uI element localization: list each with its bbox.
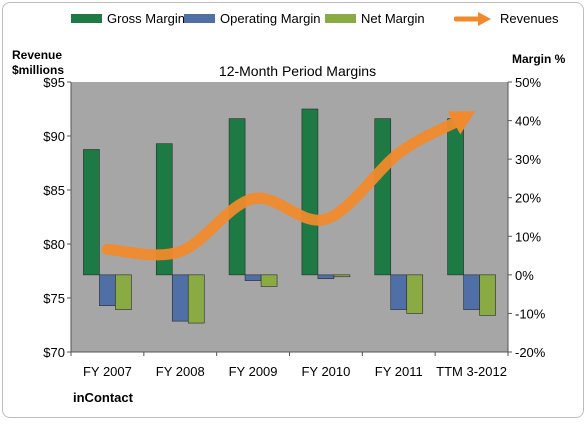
x-tick-label: FY 2007 [83,364,132,379]
legend: Gross Margin Operating Margin Net Margin… [3,11,583,31]
bar-gross-margin [155,143,173,276]
chart-svg: 12-Month Period Margins $70 $75 $80 $85 $90 $9… [43,63,546,379]
y-right-tick-label: 30% [515,152,541,167]
y-right-tick-label: 20% [515,191,541,206]
bar-operating-margin [99,274,116,307]
legend-swatch-operating-margin [184,14,215,23]
legend-label-gross-margin: Gross Margin [107,11,186,26]
bar-operating-margin [463,274,480,310]
y-right-caption: Margin % [512,52,566,66]
bar-operating-margin [390,274,408,310]
bar-net-margin [187,274,205,324]
legend-item-revenues: Revenues [454,11,559,26]
chart-title: 12-Month Period Margins [219,63,376,79]
x-tick-label: FY 2011 [375,364,423,379]
bar-gross-margin [374,118,392,276]
y-left-tick-label: $85 [43,183,65,198]
x-tick-label: FY 2010 [301,364,350,379]
y-left-tick-label: $80 [43,237,65,252]
y-right-tick-label: 40% [515,114,541,129]
revenues-line [101,117,460,261]
bar-operating-margin [244,274,262,281]
x-tick-label: TTM 3-2012 [436,364,507,379]
bar-operating-margin [317,274,335,280]
legend-label-net-margin: Net Margin [361,11,425,26]
legend-swatch-net-margin [325,14,356,23]
y-left-tick-label: $75 [43,291,65,306]
bar-gross-margin [301,108,319,276]
chart-frame: Gross Margin Operating Margin Net Margin… [2,2,584,418]
y-right-tick-label: 50% [515,75,541,90]
y-left-tick-label: $90 [43,129,65,144]
legend-item-net-margin: Net Margin [325,11,425,26]
bar-net-margin [333,274,351,278]
legend-label-operating-margin: Operating Margin [220,11,321,26]
bar-net-margin [406,274,424,314]
revenues-arrowhead [447,111,476,135]
bar-gross-margin [83,149,100,276]
footer-label: inContact [73,390,133,405]
legend-arrow-icon [454,11,491,26]
y-left-caption-line2: $millions [12,63,65,77]
legend-label-revenues: Revenues [500,11,559,26]
y-right-tick-label: -20% [515,345,546,360]
legend-swatch-gross-margin [71,14,102,23]
y-right-tick-label: -10% [515,306,546,321]
y-left-tick-label: $95 [43,75,65,90]
bar-operating-margin [171,274,189,322]
bar-net-margin [260,274,278,287]
bar-net-margin [479,274,496,316]
legend-item-gross-margin: Gross Margin [71,11,185,26]
x-tick-label: FY 2009 [229,364,278,379]
y-left-caption-line1: Revenue [12,48,63,62]
legend-item-operating-margin: Operating Margin [184,11,320,26]
bar-net-margin [115,274,132,310]
y-left-caption: Revenue $millions [12,48,64,78]
bar-gross-margin [447,118,464,276]
y-left-tick-label: $70 [43,345,65,360]
x-tick-label: FY 2008 [156,364,205,379]
y-right-tick-label: 10% [515,229,541,244]
y-right-tick-label: 0% [515,268,534,283]
